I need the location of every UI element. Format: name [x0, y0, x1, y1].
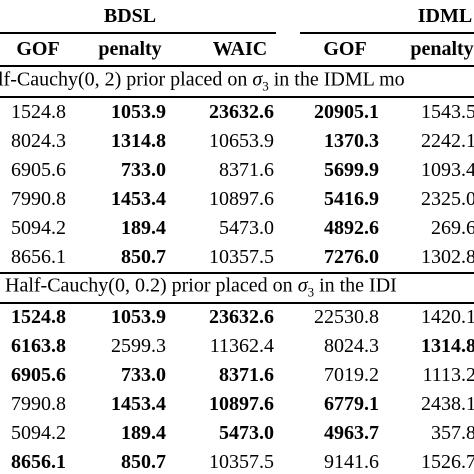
cell: 2325.0	[421, 188, 474, 210]
cell: 1524.8	[11, 101, 66, 123]
caption-symbol: σ	[297, 274, 308, 297]
cell: 1543.5	[421, 101, 474, 123]
group-header: BDSL	[103, 5, 157, 27]
column-header: GOF	[323, 38, 367, 60]
cell: 6905.6	[11, 364, 66, 386]
column-header: WAIC	[212, 38, 268, 60]
cell: 1053.9	[111, 101, 166, 123]
cell: 8371.6	[219, 364, 274, 386]
cell: 5473.0	[219, 422, 274, 444]
cell: 9141.6	[324, 451, 379, 473]
cell: 850.7	[121, 246, 166, 268]
cell: 1053.9	[111, 306, 166, 328]
cell: 733.0	[121, 364, 166, 386]
cell: 5699.9	[324, 159, 379, 181]
cell: 1420.1	[421, 306, 474, 328]
caption-text: Half-Cauchy(0, 0.2) prior placed on	[5, 274, 298, 297]
section-caption: lf-Cauchy(0, 2) prior placed on σ3 in th…	[0, 70, 405, 93]
caption-text: in the IDML mo	[268, 68, 405, 91]
group-header: IDML	[417, 5, 473, 27]
caption-subscript: 3	[307, 284, 315, 300]
cell: 1314.8	[111, 130, 166, 152]
caption-symbol: σ	[252, 68, 263, 91]
cell: 6163.8	[11, 335, 66, 357]
cell: 1314.8	[421, 335, 474, 357]
rule	[300, 32, 474, 34]
caption-subscript: 3	[262, 78, 269, 94]
cell: 5416.9	[324, 188, 379, 210]
cell: 5094.2	[11, 422, 66, 444]
cell: 11362.4	[209, 335, 274, 357]
column-header: penalty	[98, 38, 162, 60]
cell: 2242.1	[421, 130, 474, 152]
rule	[0, 32, 276, 34]
cell: 4892.6	[324, 217, 379, 239]
column-header: GOF	[16, 38, 60, 60]
rule	[0, 272, 474, 274]
cell: 269.6	[431, 217, 474, 239]
cell: 189.4	[121, 217, 166, 239]
cell: 5094.2	[11, 217, 66, 239]
cell: 8024.3	[324, 335, 379, 357]
rule	[0, 302, 474, 304]
cell: 23632.6	[209, 306, 274, 328]
cell: 8371.6	[219, 159, 274, 181]
cell: 22530.8	[314, 306, 379, 328]
cell: 4963.7	[324, 422, 379, 444]
rule	[0, 65, 474, 67]
cell: 733.0	[121, 159, 166, 181]
cell: 6905.6	[11, 159, 66, 181]
column-header: penalty	[410, 38, 474, 60]
cell: 5473.0	[219, 217, 274, 239]
cell: 10653.9	[209, 130, 274, 152]
cell: 10357.5	[209, 246, 274, 268]
cell: 20905.1	[314, 101, 379, 123]
cell: 357.8	[431, 422, 474, 444]
cell: 8024.3	[11, 130, 66, 152]
cell: 6779.1	[324, 393, 379, 415]
cell: 189.4	[121, 422, 166, 444]
cell: 1302.8	[421, 246, 474, 268]
cell: 10897.6	[209, 393, 274, 415]
cell: 2599.3	[111, 335, 166, 357]
cell: 2438.1	[421, 393, 474, 415]
cell: 1453.4	[111, 393, 166, 415]
section-caption: Half-Cauchy(0, 0.2) prior placed on σ3 i…	[5, 276, 397, 299]
cell: 1093.4	[421, 159, 474, 181]
cell: 1370.3	[324, 130, 379, 152]
cell: 1526.7	[421, 451, 474, 473]
cell: 23632.6	[209, 101, 274, 123]
cell: 10357.5	[209, 451, 274, 473]
caption-text: in the IDI	[314, 274, 397, 297]
cell: 10897.6	[209, 188, 274, 210]
cell: 1113.2	[422, 364, 474, 386]
cell: 8656.1	[11, 451, 66, 473]
rule	[0, 96, 474, 98]
cell: 1453.4	[111, 188, 166, 210]
cell: 8656.1	[11, 246, 66, 268]
cell: 850.7	[121, 451, 166, 473]
caption-text: lf-Cauchy(0, 2) prior placed on	[0, 68, 253, 91]
cell: 7990.8	[11, 393, 66, 415]
cell: 1524.8	[11, 306, 66, 328]
cell: 7019.2	[324, 364, 379, 386]
cell: 7990.8	[11, 188, 66, 210]
cell: 7276.0	[324, 246, 379, 268]
